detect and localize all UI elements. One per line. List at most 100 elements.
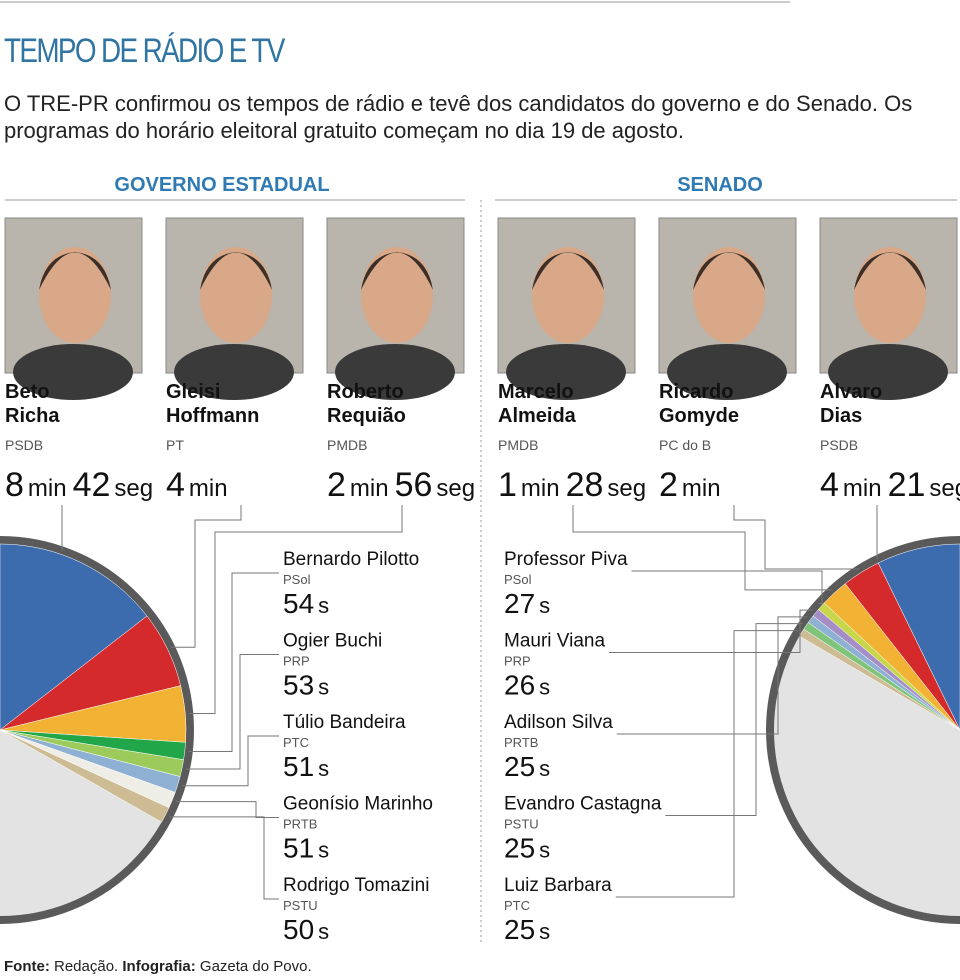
time-unit: s — [318, 919, 329, 944]
time-minutes: 8 — [5, 466, 24, 504]
time-seconds: 51 — [283, 751, 314, 782]
candidate-name: Dias — [820, 405, 862, 427]
candidate-time: 2 min 56 seg — [327, 466, 475, 504]
other-time: 51 s — [283, 751, 329, 782]
photo-body — [13, 344, 133, 400]
other-name: Rodrigo Tomazini — [283, 875, 429, 896]
candidate-name: Gomyde — [659, 405, 739, 427]
time-seconds: 21 — [888, 466, 926, 504]
candidate-party: PSDB — [820, 437, 858, 453]
photo — [165, 217, 304, 400]
pie-slice — [0, 543, 148, 731]
time-unit: seg — [436, 475, 475, 502]
leader-line — [168, 816, 279, 900]
time-seconds: 42 — [73, 466, 111, 504]
time-unit: s — [318, 593, 329, 618]
photo-hair — [532, 252, 604, 290]
time-seconds: 25 — [504, 751, 535, 782]
other-name: Professor Piva — [504, 549, 628, 570]
photo-face — [693, 247, 765, 343]
candidate-name: Roberto — [327, 381, 404, 403]
time-minutes: 2 — [659, 466, 678, 504]
other-time: 27 s — [504, 588, 550, 619]
candidate-name: Gleisi — [166, 381, 220, 403]
other-time: 51 s — [283, 833, 329, 864]
time-seconds: 53 — [283, 670, 314, 701]
title: TEMPO DE RÁDIO E TV — [4, 32, 285, 70]
photo — [4, 217, 143, 400]
leader-line — [181, 735, 279, 787]
photo-body — [335, 344, 455, 400]
time-unit: seg — [114, 475, 153, 502]
candidate-name: Requião — [327, 405, 406, 427]
leader-line — [665, 623, 803, 816]
other-party: PSol — [504, 572, 532, 587]
candidate-party: PMDB — [498, 437, 538, 453]
candidate-name: Richa — [5, 405, 60, 427]
time-seconds: 50 — [283, 914, 314, 945]
credit-label: Infografia: — [122, 958, 196, 975]
other-name: Mauri Viana — [504, 631, 605, 652]
time-seconds: 27 — [504, 588, 535, 619]
photo-face — [200, 247, 272, 343]
candidate-name: Beto — [5, 381, 49, 403]
candidate-name: Almeida — [498, 405, 577, 427]
time-unit: seg — [929, 475, 960, 502]
time-unit: min — [189, 475, 228, 502]
photo-body — [174, 344, 294, 400]
time-seconds: 26 — [504, 670, 535, 701]
candidate-time: 8 min 42 seg — [5, 466, 153, 504]
time-unit: seg — [607, 475, 646, 502]
time-minutes: 4 — [820, 466, 839, 504]
photo-face — [361, 247, 433, 343]
time-unit: min — [843, 475, 882, 502]
other-time: 50 s — [283, 914, 329, 945]
other-party: PSTU — [504, 817, 539, 832]
pie-slice — [0, 729, 170, 823]
candidate-name: Marcelo — [498, 381, 574, 403]
leader-line — [615, 630, 799, 898]
leader-line — [185, 654, 279, 770]
time-minutes: 2 — [327, 466, 346, 504]
other-time: 25 s — [504, 751, 550, 782]
photo-hair — [693, 252, 765, 290]
other-name: Túlio Bandeira — [283, 712, 406, 733]
time-unit: s — [539, 593, 550, 618]
leader-line — [733, 505, 860, 570]
other-party: PRP — [504, 654, 531, 669]
candidate-party: PMDB — [327, 437, 367, 453]
photo-face — [39, 247, 111, 343]
other-party: PSol — [283, 572, 311, 587]
time-unit: s — [539, 675, 550, 700]
other-name: Ogier Buchi — [283, 631, 382, 652]
time-seconds: 51 — [283, 833, 314, 864]
photo-body — [667, 344, 787, 400]
time-unit: s — [318, 675, 329, 700]
other-name: Bernardo Pilotto — [283, 549, 419, 570]
section-title: SENADO — [677, 174, 763, 196]
photo-body — [828, 344, 948, 400]
other-time: 25 s — [504, 833, 550, 864]
time-unit: min — [682, 475, 721, 502]
time-seconds: 28 — [566, 466, 604, 504]
time-minutes: 1 — [498, 466, 517, 504]
source-label: Fonte: — [4, 958, 50, 975]
photo — [819, 217, 958, 400]
other-party: PTC — [283, 735, 309, 750]
photo — [326, 217, 465, 400]
candidate-party: PT — [166, 437, 184, 453]
leaders — [61, 505, 878, 900]
time-unit: s — [539, 838, 550, 863]
pies — [0, 536, 960, 924]
photo-hair — [39, 252, 111, 290]
candidate-party: PC do B — [659, 437, 711, 453]
time-seconds: 25 — [504, 833, 535, 864]
time-unit: min — [350, 475, 389, 502]
time-unit: s — [318, 838, 329, 863]
photo-hair — [854, 252, 926, 290]
candidate-time: 4 min — [166, 466, 228, 504]
time-minutes: 4 — [166, 466, 185, 504]
photo-hair — [361, 252, 433, 290]
credit: Gazeta do Povo. — [199, 958, 312, 975]
other-party: PTC — [504, 898, 530, 913]
